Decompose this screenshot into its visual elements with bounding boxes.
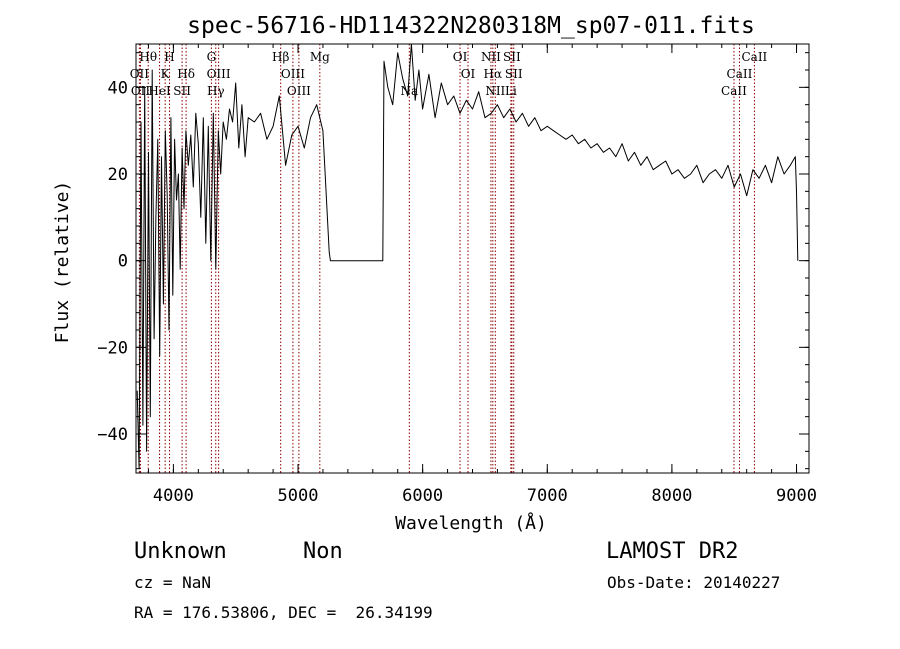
spectral-line-label: SII xyxy=(505,67,523,81)
spectral-line-label: CaII xyxy=(727,67,753,81)
x-axis: 4000 5000 6000 7000 8000 9000 xyxy=(147,44,817,506)
coordinates: RA = 176.53806, DEC = 26.34199 xyxy=(134,603,433,622)
spectral-line-label: Hγ xyxy=(207,84,225,98)
spectral-line-label: OII xyxy=(130,67,150,81)
x-tick-label: 6000 xyxy=(402,486,443,506)
spectral-line-label: SII xyxy=(173,84,191,98)
spectral-line-label: SII xyxy=(503,50,521,64)
y-axis: −40 −20 0 20 40 xyxy=(97,52,809,470)
spectral-line-label: OIII xyxy=(207,67,231,81)
observation-date: Obs-Date: 20140227 xyxy=(607,573,781,592)
spectral-line-label: H xyxy=(164,50,174,64)
y-tick-label: 40 xyxy=(108,78,128,98)
spectral-line-label: OIII xyxy=(287,84,311,98)
spectral-line-label: Hθ xyxy=(139,50,157,64)
chart-title: spec-56716-HD114322N280318M_sp07-011.fit… xyxy=(187,13,755,39)
x-tick-label: 4000 xyxy=(153,486,194,506)
x-tick-label: 8000 xyxy=(651,486,692,506)
object-class: Unknown xyxy=(134,539,227,564)
survey-name: LAMOST DR2 xyxy=(606,539,739,564)
spectral-line-label: NII xyxy=(485,84,505,98)
spectral-line-label: Hβ xyxy=(272,50,289,64)
spectral-line-label: Li xyxy=(505,84,517,98)
spectral-line-markers xyxy=(138,44,755,473)
spectrum-line xyxy=(136,43,799,470)
object-subclass: Non xyxy=(303,539,343,564)
spectral-line-label: G xyxy=(207,50,217,64)
x-axis-label: Wavelength (Å) xyxy=(395,512,547,534)
y-tick-label: −20 xyxy=(97,338,128,358)
spectral-line-label: NII xyxy=(481,50,501,64)
spectral-line-label: Mg xyxy=(310,50,330,64)
spectral-line-label: K xyxy=(161,67,171,81)
y-tick-label: −40 xyxy=(97,425,128,445)
spectral-line-label: OI xyxy=(453,50,468,64)
redshift-value: cz = NaN xyxy=(134,573,212,592)
spectral-line-labels: HθOIIOIIHKHeIHδSIIGOIIIHγHβOIIIOIIIMgNaO… xyxy=(130,50,768,98)
x-tick-label: 5000 xyxy=(278,486,319,506)
y-axis-label: Flux (relative) xyxy=(52,181,73,344)
spectral-line-label: CaII xyxy=(721,84,747,98)
spectral-line-label: OIII xyxy=(281,67,305,81)
y-tick-label: 0 xyxy=(118,252,128,272)
x-tick-label: 9000 xyxy=(776,486,817,506)
y-tick-label: 20 xyxy=(108,165,128,185)
spectral-line-label: Hδ xyxy=(177,67,195,81)
spectral-line-label: CaII xyxy=(741,50,767,64)
spectral-line-label: HeI xyxy=(148,84,171,98)
x-tick-label: 7000 xyxy=(527,486,568,506)
spectral-line-label: OI xyxy=(461,67,476,81)
spectral-line-label: Hα xyxy=(484,67,503,81)
